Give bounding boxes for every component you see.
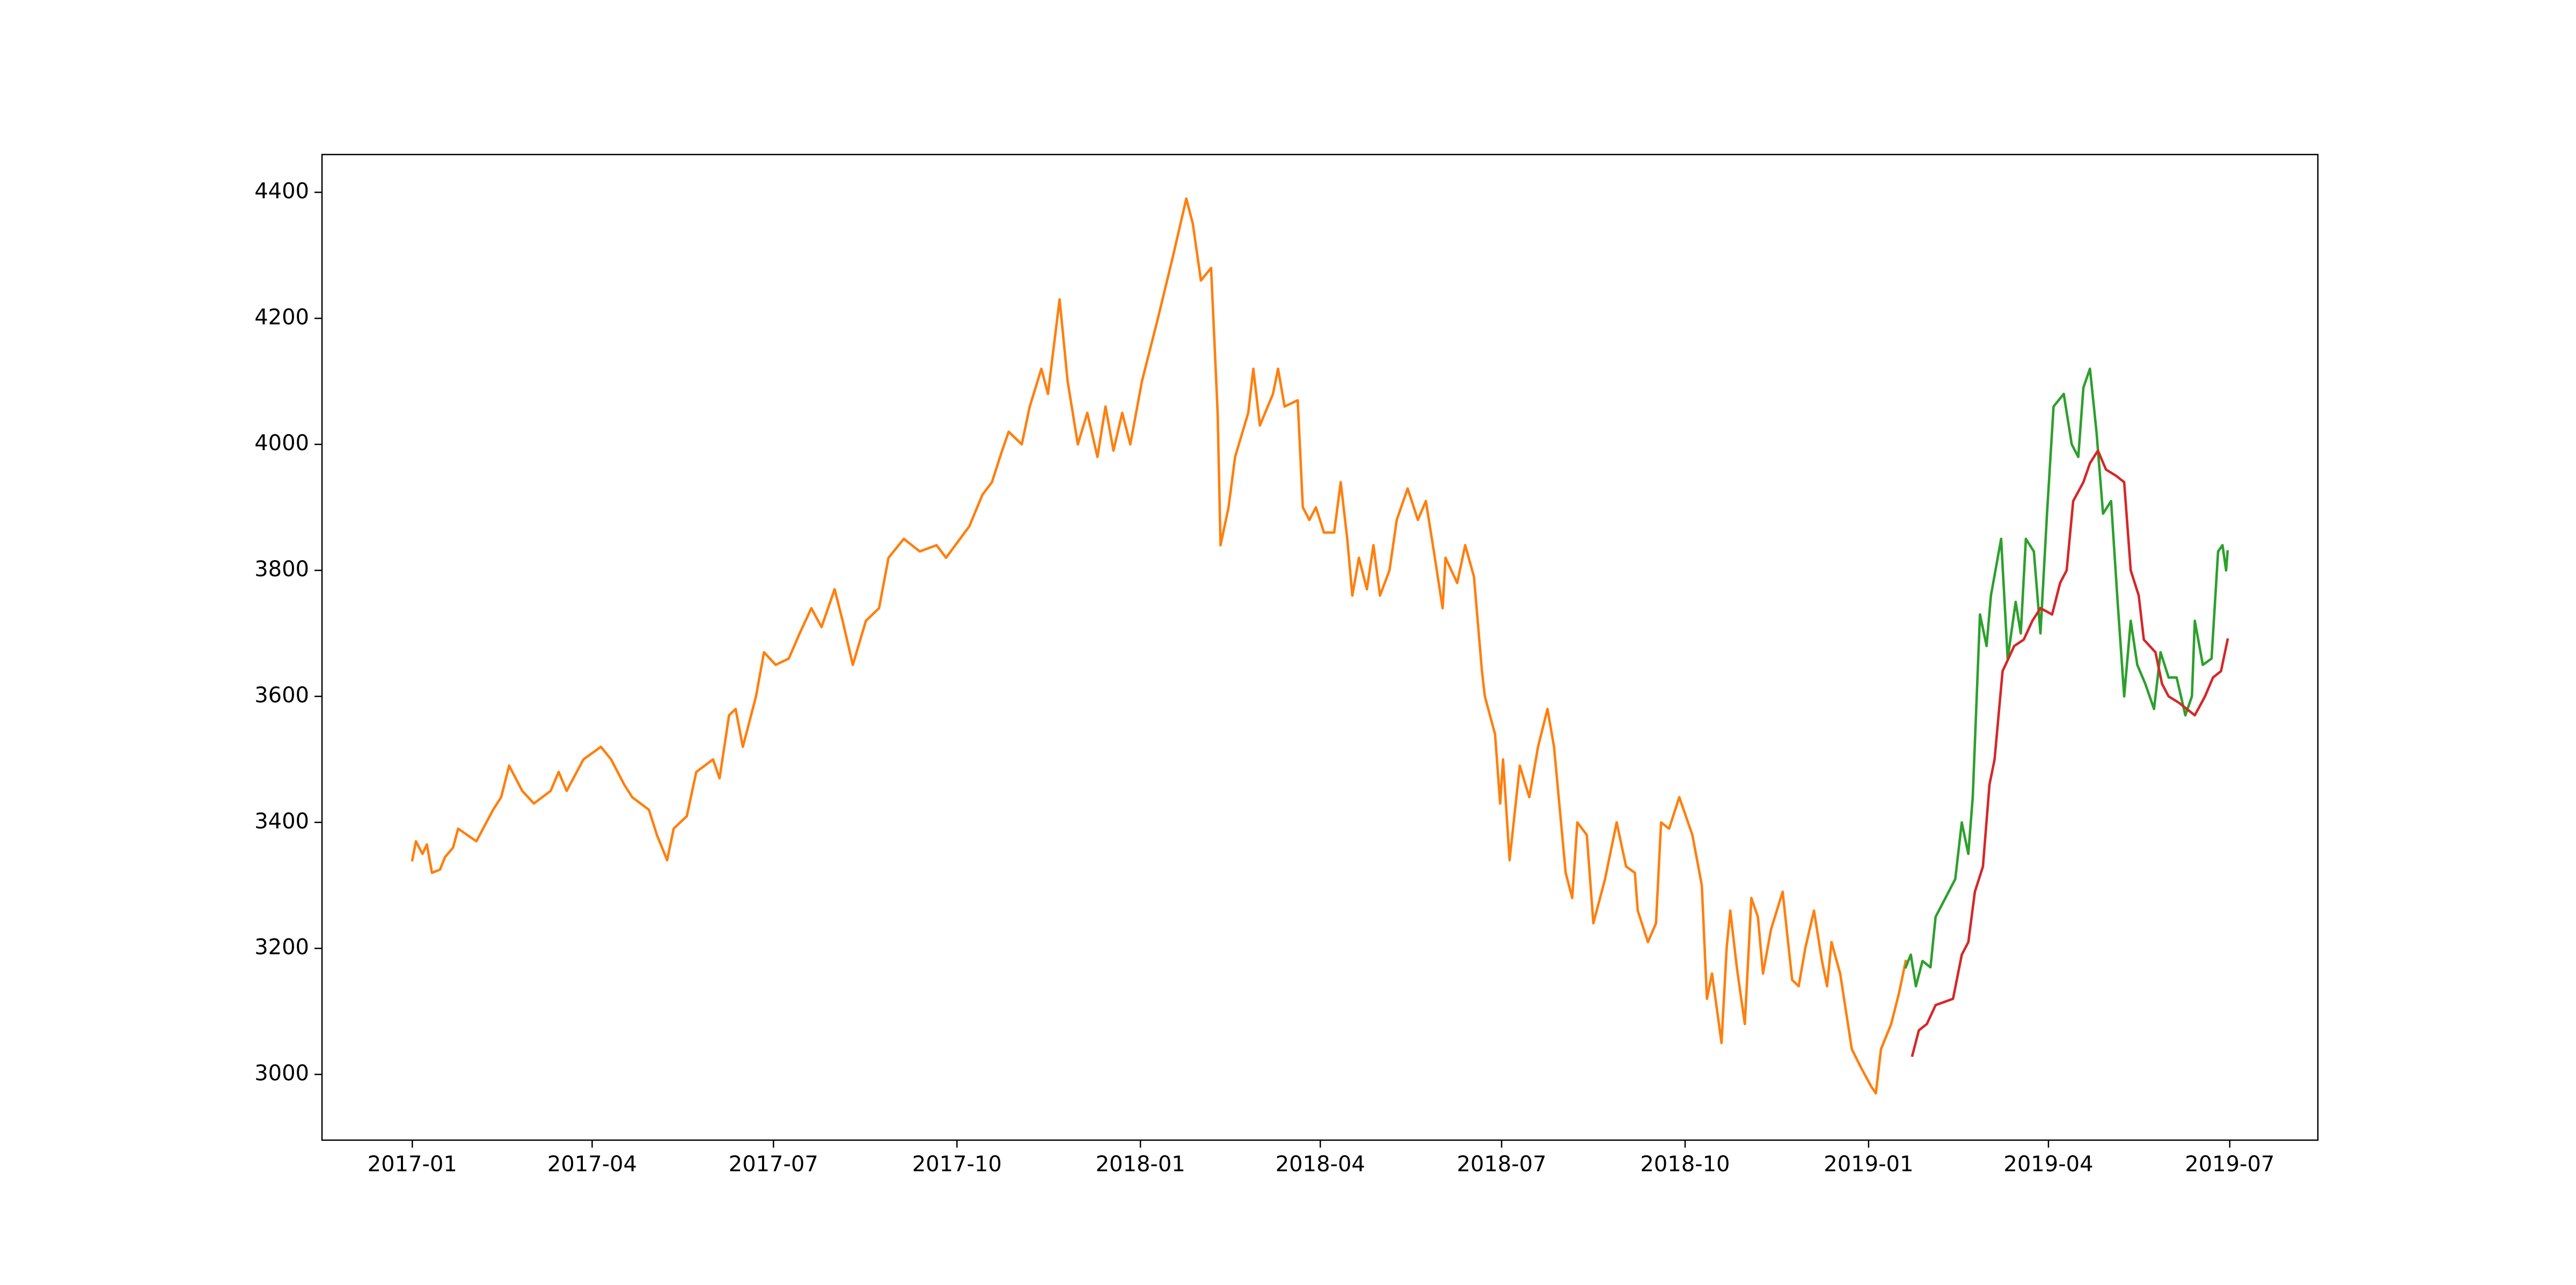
- y-tick-label: 4200: [254, 305, 309, 329]
- x-tick-label: 2018-10: [1640, 1152, 1730, 1177]
- x-tick-label: 2019-04: [2003, 1152, 2093, 1177]
- x-tick-label: 2017-01: [368, 1152, 457, 1177]
- series-line: [411, 197, 1907, 1095]
- series-line: [1911, 449, 2229, 1058]
- series-line: [1904, 368, 2229, 988]
- x-tick-label: 2017-04: [547, 1152, 637, 1177]
- y-tick-label: 4000: [254, 431, 309, 456]
- x-tick-label: 2018-07: [1457, 1152, 1546, 1177]
- y-tick-label: 3800: [254, 557, 309, 582]
- y-tick-label: 4400: [254, 179, 309, 203]
- x-tick-label: 2017-10: [912, 1152, 1002, 1177]
- x-tick-label: 2019-07: [2185, 1152, 2274, 1177]
- y-tick-label: 3400: [254, 809, 309, 834]
- x-tick-label: 2019-01: [1824, 1152, 1913, 1177]
- y-tick-label: 3000: [254, 1061, 309, 1086]
- y-tick-label: 3600: [254, 683, 309, 708]
- y-tick-label: 3200: [254, 935, 309, 960]
- x-tick-label: 2018-04: [1276, 1152, 1365, 1177]
- plot-frame: [321, 153, 2319, 1141]
- x-tick-label: 2017-07: [729, 1152, 818, 1177]
- x-tick-label: 2018-01: [1095, 1152, 1185, 1177]
